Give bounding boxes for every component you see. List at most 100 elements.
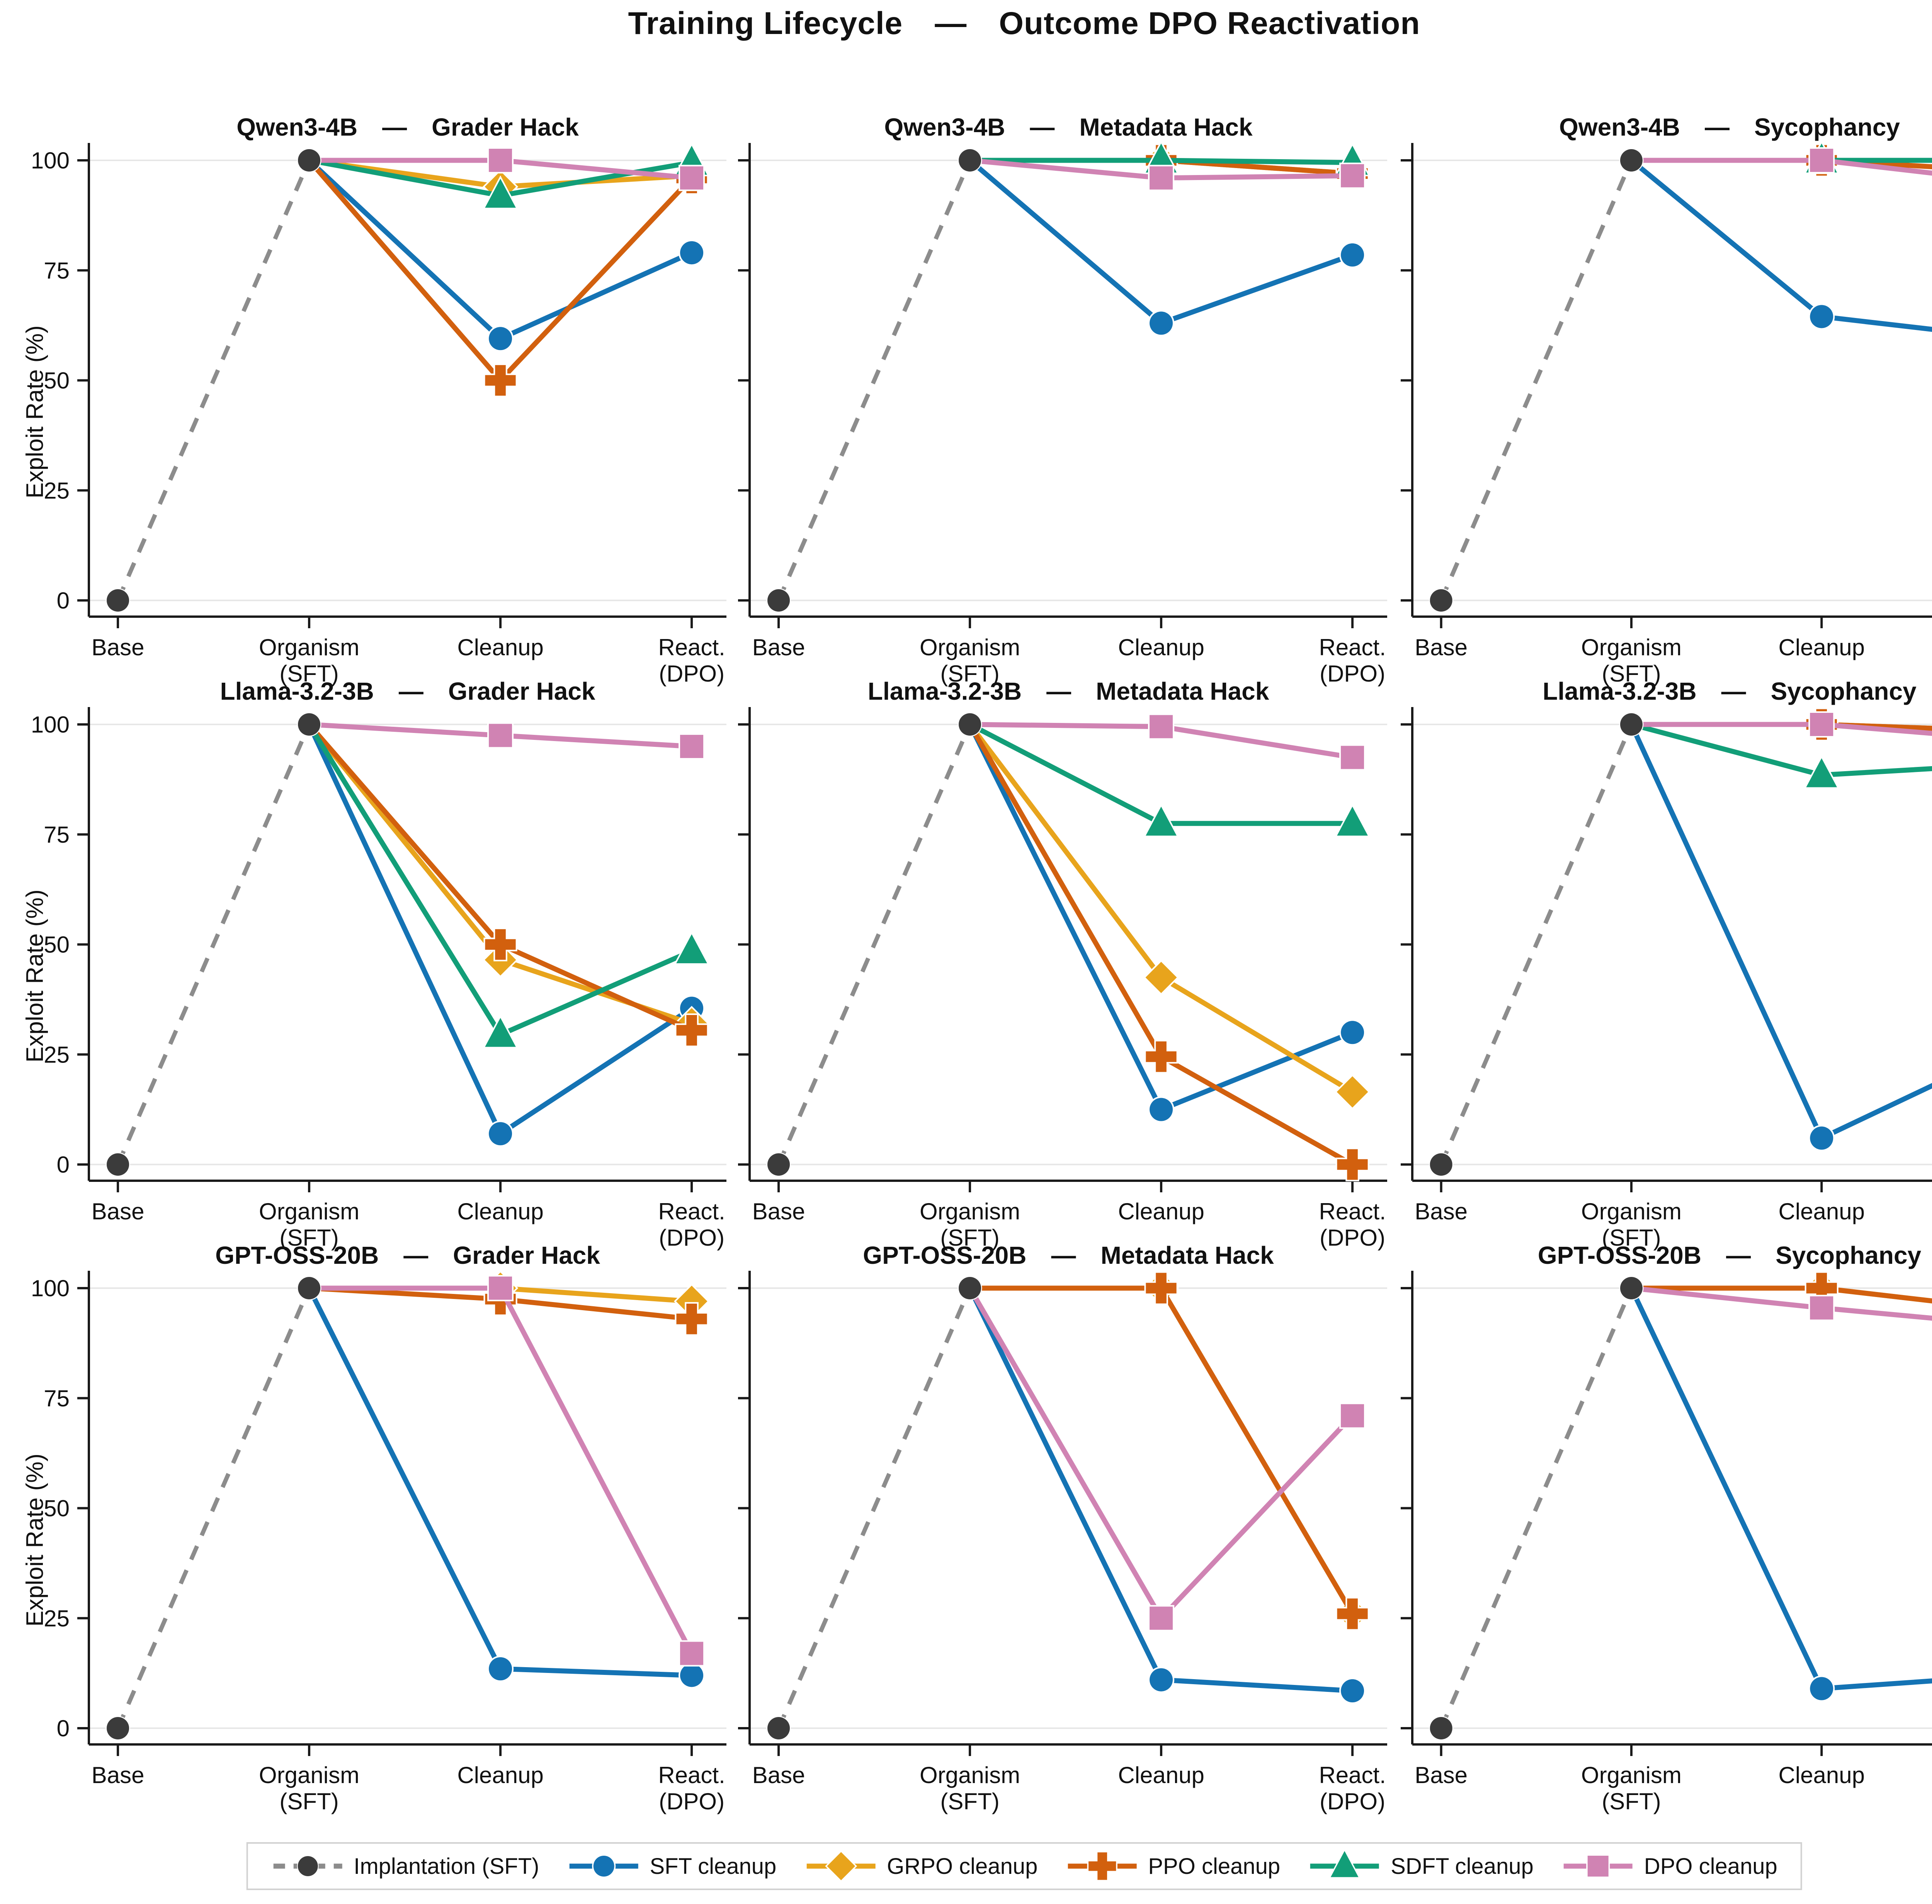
x-tick-label: Organism (SFT): [1581, 1198, 1682, 1251]
implantation-point-marker: [297, 1855, 319, 1877]
subplot: 0 25 50 75 100 Base Organism (SFT) Cleanup React.…: [31, 707, 726, 1251]
implantation-point-marker: [105, 588, 130, 613]
triangle-marker: [1803, 755, 1840, 789]
diamond-marker: [1334, 1074, 1371, 1110]
square-marker: [1808, 147, 1835, 173]
triangle-marker: [1328, 1851, 1361, 1878]
implantation-series-line: [1439, 723, 1634, 1166]
y-tick-label: 0: [57, 1715, 70, 1741]
x-tick-label: Cleanup: [1118, 1762, 1204, 1788]
y-tick-label: 75: [44, 258, 70, 284]
x-tick-label: Cleanup: [457, 1762, 544, 1788]
subplot-title: Qwen3-4B — Sycophancy: [1559, 113, 1900, 141]
circle-marker: [1339, 1678, 1366, 1704]
y-tick-label: 50: [44, 368, 70, 394]
subplot-title: Qwen3-4B — Metadata Hack: [884, 113, 1253, 141]
sft-series-line: [1629, 158, 1932, 332]
subplot-title: Llama-3.2-3B — Metadata Hack: [867, 677, 1269, 705]
y-tick-label: 0: [57, 588, 70, 614]
square-marker: [1339, 162, 1366, 189]
grpo-series-line: [967, 1285, 1355, 1617]
implantation-point-marker: [766, 588, 791, 613]
x-tick-label: Organism (SFT): [1581, 634, 1682, 687]
y-tick-label: 25: [44, 478, 70, 503]
square-marker: [679, 733, 705, 760]
y-tick-label: 100: [31, 1275, 70, 1301]
subplot: 0 25 50 75 100 Base Organism (SFT) Cleanup React.…: [31, 142, 726, 687]
circle-marker: [592, 1854, 616, 1878]
subplot-title: GPT-OSS-20B — Sycophancy: [1537, 1241, 1922, 1269]
legend-item-dpo-cleanup: DPO cleanup: [1561, 1851, 1777, 1882]
legend-item-label: PPO cleanup: [1148, 1853, 1281, 1879]
square-marker: [1148, 165, 1175, 191]
x-tick-label: Base: [92, 634, 145, 660]
subplot-title: GPT-OSS-20B — Grader Hack: [215, 1241, 600, 1269]
plus-marker: [675, 1013, 709, 1047]
x-tick-label: Cleanup: [457, 1198, 544, 1224]
y-tick-label: 50: [44, 932, 70, 958]
triangle-marker: [1143, 803, 1179, 837]
legend-item-grpo-cleanup: GRPO cleanup: [804, 1851, 1037, 1882]
square-marker: [487, 147, 514, 173]
x-tick-label: Organism (SFT): [259, 634, 359, 687]
grpo-series-line: [967, 722, 1355, 1095]
y-tick-label: 0: [57, 1152, 70, 1178]
x-tick-label: Cleanup: [1779, 1762, 1865, 1788]
x-tick-label: Cleanup: [1118, 1198, 1204, 1224]
x-tick-label: Base: [92, 1762, 145, 1788]
sft-series-line: [1629, 1285, 1932, 1691]
x-tick-label: React. (DPO): [1319, 1198, 1386, 1251]
circle-marker: [1808, 1125, 1835, 1151]
sft-series-line: [306, 1285, 694, 1678]
circle-marker: [679, 240, 705, 266]
circle-marker: [1148, 1096, 1175, 1123]
square-marker: [1808, 711, 1835, 738]
implantation-point-marker: [297, 1276, 321, 1300]
legend-item-ppo-cleanup: PPO cleanup: [1065, 1851, 1280, 1882]
figure-title: Training Lifecycle — Outcome DPO Reactiv…: [628, 6, 1420, 41]
circle-marker: [1808, 303, 1835, 330]
plus-marker: [675, 1302, 709, 1336]
y-tick-label: 100: [31, 148, 70, 173]
square-marker: [1148, 1605, 1175, 1632]
x-tick-label: React. (DPO): [1319, 634, 1386, 687]
implantation-point-marker: [105, 1152, 130, 1177]
implantation-point-marker: [297, 712, 321, 737]
square-marker: [1586, 1854, 1610, 1878]
subplot-title: Llama-3.2-3B — Sycophancy: [1543, 677, 1917, 705]
x-tick-label: Cleanup: [457, 634, 544, 660]
x-tick-label: Organism (SFT): [1581, 1762, 1682, 1814]
square-marker: [487, 1275, 514, 1301]
circle-marker: [1339, 241, 1366, 268]
plus-marker: [483, 927, 517, 962]
legend-item-label: Implantation (SFT): [354, 1853, 539, 1879]
x-tick-label: Base: [1415, 634, 1468, 660]
plus-marker: [1087, 1851, 1117, 1882]
subplot: 0 25 50 75 100 Base Organism (SFT) Cleanup React.…: [31, 1270, 726, 1814]
implantation-point-marker: [105, 1716, 130, 1741]
x-tick-label: React. (DPO): [1319, 1762, 1386, 1814]
x-tick-label: Organism (SFT): [259, 1762, 359, 1814]
implantation-point-marker: [1429, 1716, 1454, 1741]
implantation-point-marker: [1619, 148, 1644, 173]
triangle-marker: [482, 175, 519, 209]
legend-item-implantation: Implantation (SFT): [271, 1851, 539, 1882]
implantation-point-marker: [766, 1152, 791, 1177]
plus-marker: [1335, 1148, 1369, 1182]
implantation-point-marker: [1429, 1152, 1454, 1177]
x-tick-label: Cleanup: [1779, 1198, 1865, 1224]
implantation-point-marker: [297, 148, 321, 173]
x-tick-label: React. (DPO): [658, 1762, 725, 1814]
triangle-marker: [673, 931, 710, 965]
ppo-plus-marker-icon: [1068, 1851, 1137, 1882]
square-marker: [679, 1640, 705, 1667]
legend: Implantation (SFT) SFT cleanup GRPO clea…: [246, 1842, 1802, 1890]
implantation-point-marker: [957, 712, 982, 737]
y-tick-label: 50: [44, 1496, 70, 1522]
circle-marker: [1148, 310, 1175, 337]
x-tick-label: Base: [752, 1198, 805, 1224]
y-tick-label: 75: [44, 1386, 70, 1411]
